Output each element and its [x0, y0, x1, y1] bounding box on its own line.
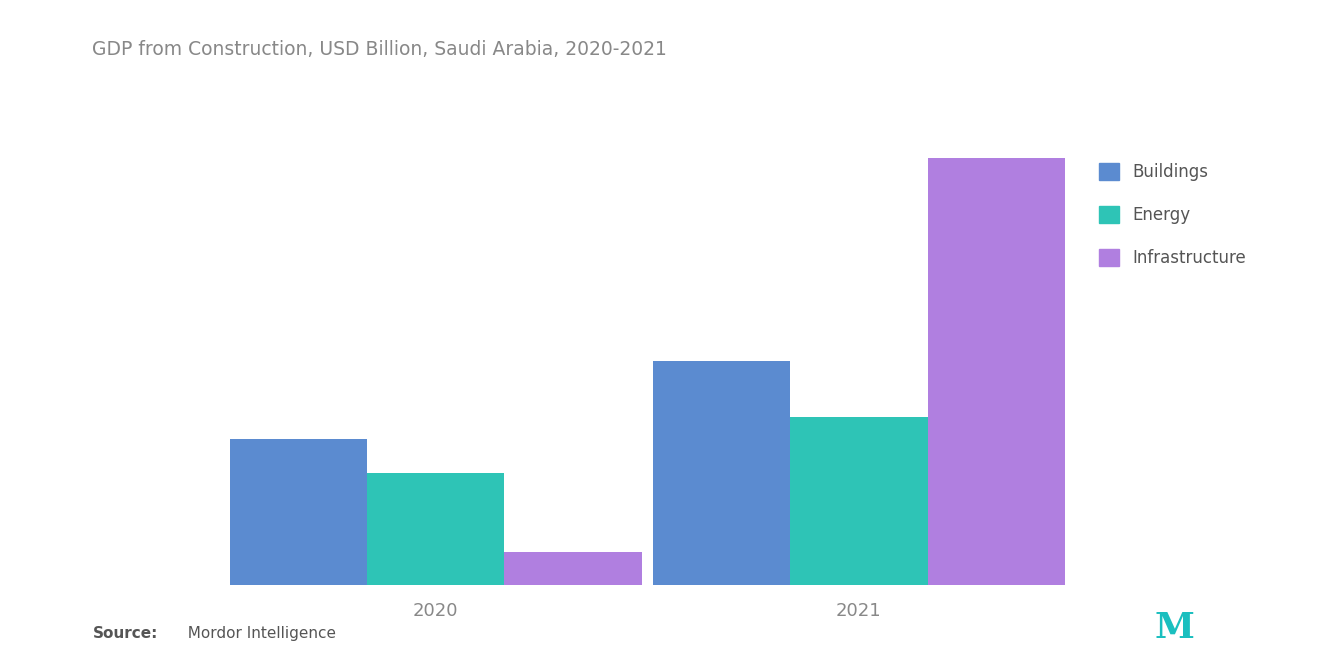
- Bar: [791, 417, 928, 585]
- Text: Μ: Μ: [1155, 611, 1195, 645]
- Bar: [928, 158, 1065, 585]
- Text: GDP from Construction, USD Billion, Saudi Arabia, 2020-2021: GDP from Construction, USD Billion, Saud…: [92, 40, 668, 59]
- Legend: Buildings, Energy, Infrastructure: Buildings, Energy, Infrastructure: [1090, 155, 1254, 276]
- Bar: [367, 473, 504, 585]
- Bar: [653, 360, 791, 585]
- Bar: [504, 551, 642, 585]
- Bar: [230, 439, 367, 585]
- Text: Mordor Intelligence: Mordor Intelligence: [178, 626, 337, 642]
- Text: Source:: Source:: [92, 626, 158, 642]
